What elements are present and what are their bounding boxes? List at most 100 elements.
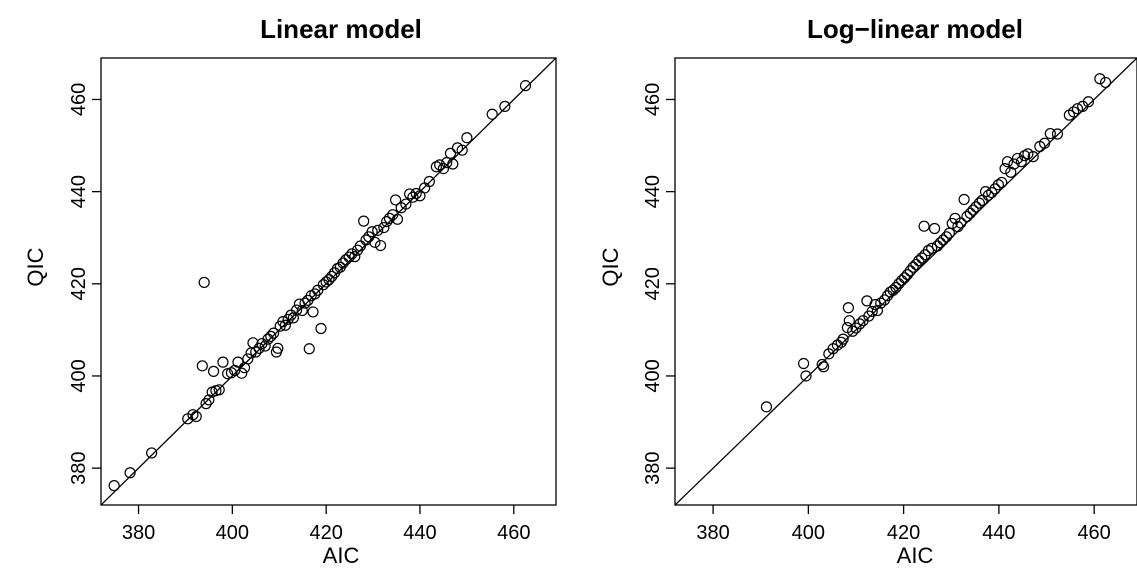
data-point	[404, 188, 416, 200]
data-point	[272, 342, 284, 354]
data-point	[203, 394, 215, 406]
data-point	[875, 297, 887, 309]
data-point	[268, 327, 280, 339]
data-point	[850, 322, 862, 334]
data-point	[391, 213, 404, 225]
x-tick-label: 460	[1077, 522, 1110, 544]
data-point	[996, 176, 1008, 189]
data-point	[1099, 76, 1112, 89]
data-point	[381, 215, 393, 228]
data-point	[198, 276, 210, 289]
data-point	[486, 108, 498, 120]
data-point	[940, 231, 953, 243]
data-point	[958, 193, 970, 206]
data-point	[262, 333, 274, 345]
data-point	[349, 251, 361, 263]
data-point	[369, 236, 381, 248]
data-point	[374, 239, 387, 252]
data-point	[315, 322, 327, 335]
x-tick-label: 440	[403, 522, 436, 544]
y-tick-label: 400	[68, 359, 90, 392]
data-point	[236, 367, 248, 379]
y-tick-label: 460	[68, 83, 90, 116]
data-point	[279, 319, 291, 331]
data-point	[1068, 106, 1080, 118]
x-axis-label: AIC	[897, 543, 934, 568]
y-tick-label: 440	[68, 175, 90, 208]
data-point	[303, 343, 315, 355]
data-point	[970, 201, 982, 213]
reference-line	[101, 58, 556, 505]
data-point	[372, 224, 384, 236]
x-tick-label: 400	[216, 522, 249, 544]
data-point	[964, 207, 976, 219]
data-point	[346, 248, 358, 260]
data-point	[901, 268, 914, 281]
data-point	[378, 221, 390, 234]
data-point	[326, 270, 338, 283]
x-tick-label: 400	[792, 522, 825, 544]
data-point	[337, 257, 349, 269]
data-point	[955, 217, 967, 229]
data-point	[307, 306, 319, 318]
data-point	[519, 80, 532, 92]
data-point	[124, 467, 136, 479]
data-point	[343, 251, 355, 263]
x-tick-label: 380	[122, 522, 155, 544]
data-point	[423, 175, 435, 188]
data-point	[242, 353, 254, 365]
data-point	[904, 265, 916, 277]
data-point	[910, 258, 922, 271]
data-point	[309, 288, 321, 300]
data-point	[931, 240, 944, 252]
data-point	[400, 198, 412, 210]
data-point	[818, 361, 830, 373]
y-tick-label: 380	[68, 451, 90, 484]
y-axis-label: QIC	[598, 247, 623, 286]
y-tick-label: 460	[642, 83, 664, 116]
data-point	[1011, 152, 1024, 165]
data-point	[986, 186, 998, 199]
data-point	[232, 356, 244, 368]
data-point	[265, 330, 277, 342]
data-point	[952, 221, 964, 233]
data-point	[843, 315, 855, 327]
data-point	[287, 312, 299, 324]
data-point	[1094, 73, 1106, 85]
data-point	[108, 480, 120, 492]
data-point	[407, 191, 419, 203]
y-tick-label: 400	[642, 359, 664, 392]
data-point	[1038, 137, 1051, 149]
data-point	[760, 401, 773, 413]
y-tick-label: 380	[642, 451, 664, 484]
data-point	[842, 302, 854, 314]
data-point	[358, 215, 370, 227]
x-tick-label: 420	[887, 522, 920, 544]
data-point	[499, 100, 511, 112]
data-point	[837, 333, 849, 345]
data-point	[992, 179, 1005, 191]
data-point	[926, 242, 938, 254]
data-point	[444, 147, 457, 159]
data-point	[190, 410, 202, 423]
data-point	[299, 297, 311, 309]
y-tick-label: 440	[642, 175, 664, 208]
data-point	[887, 284, 899, 296]
y-tick-label: 420	[642, 267, 664, 300]
data-point	[854, 318, 866, 330]
data-point	[918, 220, 930, 232]
data-point	[866, 305, 878, 318]
data-point	[434, 159, 446, 171]
data-point	[1071, 103, 1084, 115]
x-tick-label: 380	[696, 522, 729, 544]
data-point	[1027, 151, 1039, 163]
data-point	[354, 240, 366, 252]
data-point	[934, 237, 946, 249]
data-point	[441, 157, 453, 169]
y-axis-label: QIC	[23, 247, 48, 286]
data-point	[928, 222, 941, 235]
data-point	[323, 274, 335, 286]
data-point	[196, 360, 208, 372]
data-point	[320, 276, 332, 288]
